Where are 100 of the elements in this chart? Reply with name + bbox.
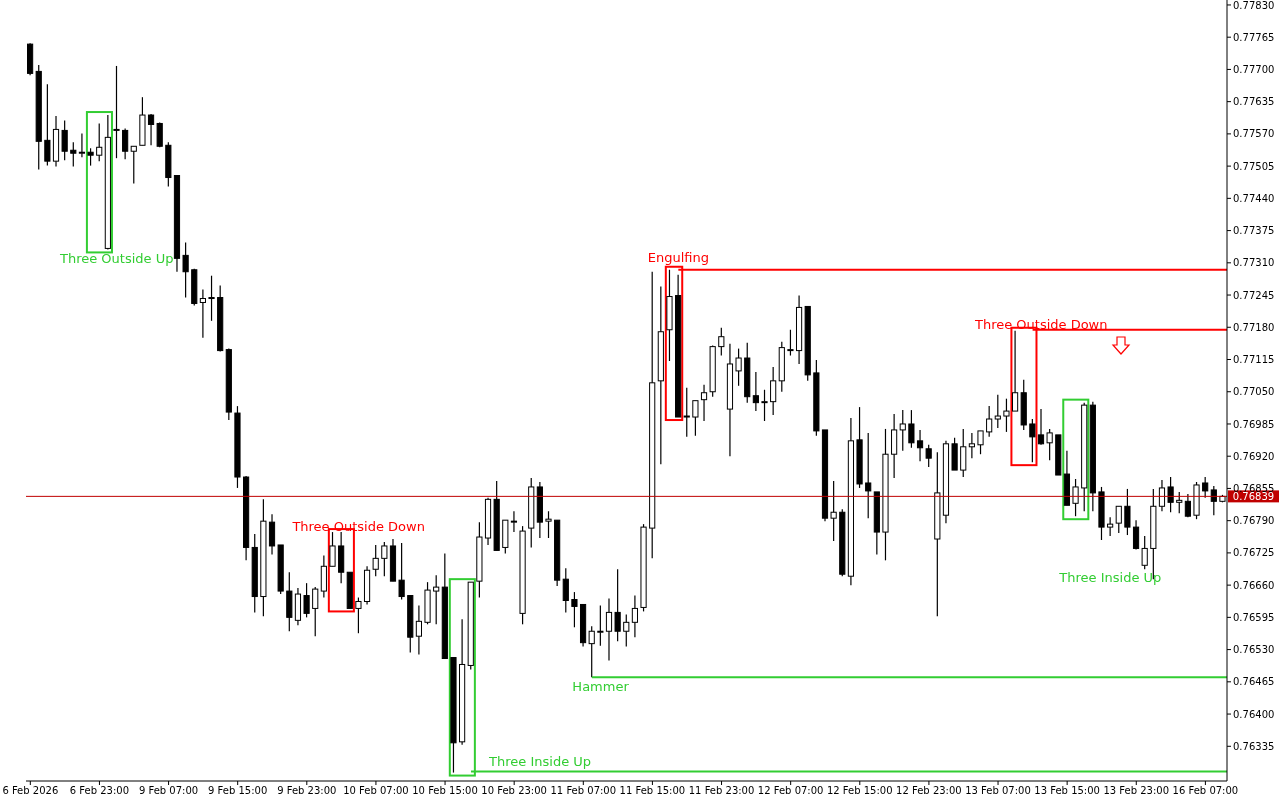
candlestick — [78, 132, 86, 158]
x-tick-label: 13 Feb 23:00 — [1103, 785, 1170, 797]
candlestick — [208, 275, 215, 322]
y-tick-label: 0.76335 — [1233, 740, 1275, 752]
y-tick-label: 0.77765 — [1233, 31, 1275, 43]
candlestick — [752, 371, 759, 412]
candlestick — [1132, 519, 1140, 551]
candlestick — [830, 480, 837, 542]
x-tick-label: 11 Feb 07:00 — [550, 785, 617, 797]
candlestick — [303, 582, 310, 618]
candlestick — [329, 531, 336, 567]
candlestick — [1107, 516, 1114, 537]
candlestick — [113, 65, 120, 159]
candlestick — [571, 591, 578, 628]
x-tick-label: 12 Feb 07:00 — [757, 785, 824, 797]
candlestick — [700, 384, 708, 422]
candlestick — [1011, 330, 1019, 412]
y-tick-label: 0.77245 — [1233, 289, 1275, 301]
candlestick — [1158, 479, 1166, 512]
candlestick — [735, 348, 742, 387]
candlestick — [545, 510, 552, 539]
y-tick-label: 0.76725 — [1233, 547, 1275, 559]
candlestick — [1037, 408, 1045, 446]
candlestick — [199, 288, 206, 339]
y-tick-label: 0.77635 — [1233, 96, 1275, 108]
candlestick — [1141, 535, 1148, 570]
candlestick — [372, 544, 379, 577]
y-tick-label: 0.76985 — [1233, 418, 1275, 430]
x-tick-label: 10 Feb 07:00 — [343, 785, 409, 797]
y-tick-label: 0.77310 — [1233, 257, 1275, 269]
candlestick — [510, 510, 518, 533]
candlestick — [61, 119, 68, 161]
annotation: Hammer — [572, 679, 630, 694]
x-tick-label: 12 Feb 15:00 — [826, 785, 893, 797]
candlestick — [597, 604, 604, 647]
y-tick-label: 0.76920 — [1233, 450, 1275, 462]
candlestick — [605, 597, 613, 662]
candlestick — [1115, 505, 1122, 534]
candlestick — [925, 444, 932, 468]
candlestick — [122, 127, 129, 160]
candlestick — [1003, 398, 1010, 433]
candlestick — [355, 596, 362, 634]
candlestick — [916, 429, 924, 462]
candlestick — [986, 405, 993, 438]
candlestick — [994, 394, 1001, 429]
annotation: Engulfing — [647, 250, 709, 265]
y-tick-label: 0.77115 — [1233, 354, 1275, 366]
candlestick — [614, 568, 621, 642]
candlestick — [96, 122, 103, 162]
candlestick — [381, 541, 388, 577]
candlestick — [977, 430, 984, 455]
x-tick-label: 12 Feb 23:00 — [896, 785, 962, 797]
y-tick-label: 0.77505 — [1233, 160, 1275, 172]
candlestick — [44, 83, 51, 167]
annotation: Three Outside Up — [58, 251, 174, 266]
x-tick-label: 13 Feb 15:00 — [1034, 785, 1100, 797]
x-tick-label: 11 Feb 15:00 — [619, 785, 686, 797]
candlestick — [182, 241, 189, 299]
x-tick-label: 6 Feb 23:00 — [69, 785, 130, 797]
x-tick-label: 10 Feb 15:00 — [412, 785, 478, 797]
candlestick — [398, 542, 405, 601]
y-tick-label: 0.77440 — [1233, 192, 1275, 204]
candlestick — [415, 604, 422, 656]
candlestick — [562, 567, 569, 613]
candlestick — [865, 432, 872, 519]
candlestick — [787, 329, 794, 357]
candlestick — [1124, 488, 1131, 536]
candlestick — [899, 409, 906, 452]
candlestick — [1176, 491, 1183, 514]
y-tick-label: 0.76790 — [1233, 515, 1275, 527]
candlestick — [70, 141, 77, 168]
candlestick — [692, 400, 699, 437]
y-tick-label: 0.77700 — [1233, 63, 1275, 75]
candlestick — [968, 432, 975, 459]
x-tick-label: 10 Feb 23:00 — [481, 785, 547, 797]
candlestick — [1072, 478, 1079, 517]
y-tick-label: 0.77050 — [1233, 386, 1275, 398]
candlestick — [433, 574, 440, 625]
annotation: Three Outside Down — [291, 519, 425, 534]
candlestick — [1167, 476, 1174, 513]
candlestick — [1202, 476, 1209, 499]
y-tick-label: 0.76465 — [1233, 676, 1275, 688]
x-tick-label: 9 Feb 15:00 — [208, 785, 268, 797]
x-tick-label: 9 Feb 07:00 — [138, 785, 199, 797]
candlestick — [623, 613, 630, 648]
candlestick — [631, 594, 638, 638]
candlestick — [268, 513, 276, 555]
candlestick — [1046, 428, 1053, 461]
y-tick-label: 0.77180 — [1233, 321, 1275, 333]
candlestick — [1210, 485, 1217, 516]
y-tick-label: 0.76595 — [1233, 611, 1275, 623]
candlestick — [1029, 418, 1036, 463]
y-tick-label: 0.76530 — [1233, 644, 1275, 656]
candlestick — [147, 113, 155, 146]
candlestick — [761, 389, 768, 422]
annotation: Three Inside Up — [488, 754, 592, 769]
x-tick-label: 11 Feb 23:00 — [688, 785, 755, 797]
x-tick-label: 6 Feb 2026 — [2, 785, 59, 797]
candlestick — [588, 625, 595, 678]
candlestick — [156, 121, 163, 148]
